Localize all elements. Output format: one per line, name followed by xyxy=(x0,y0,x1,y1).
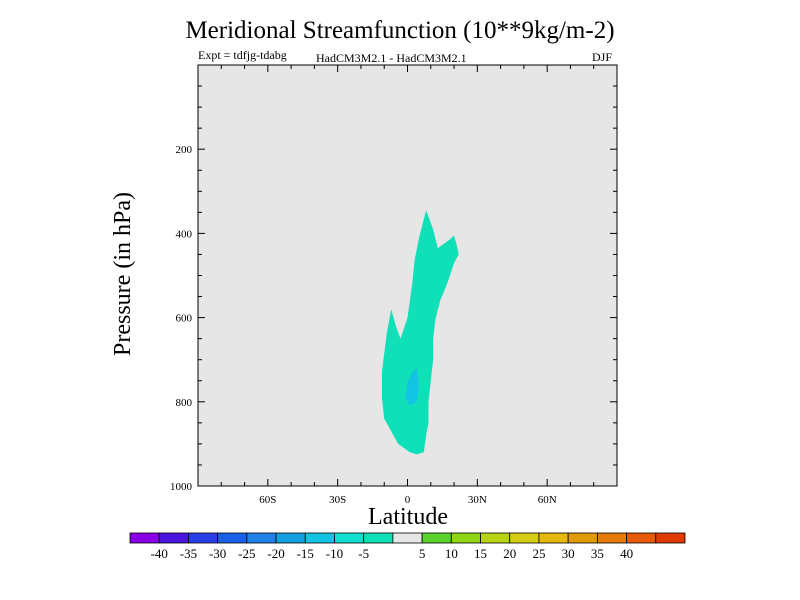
colorbar-label: 20 xyxy=(503,546,516,561)
colorbar-box xyxy=(392,532,423,544)
colorbar-label: -20 xyxy=(267,546,284,561)
x-tick-label: 60S xyxy=(259,494,276,506)
colorbar-label: -35 xyxy=(180,546,197,561)
colorbar-box xyxy=(626,532,657,544)
colorbar-box xyxy=(655,532,686,544)
contour-region-2 xyxy=(405,368,420,406)
colorbar-box xyxy=(480,532,511,544)
y-tick-label: 600 xyxy=(176,313,193,325)
season-label: DJF xyxy=(592,50,613,64)
colorbar-label: -10 xyxy=(326,546,343,561)
colorbar-label: -40 xyxy=(151,546,168,561)
colorbar-box xyxy=(275,532,306,544)
colorbar-box xyxy=(421,532,452,544)
colorbar-box xyxy=(567,532,598,544)
colorbar-box xyxy=(538,532,569,544)
colorbar-label: 25 xyxy=(532,546,545,561)
chart-title: Meridional Streamfunction (10**9kg/m-2) xyxy=(185,17,615,44)
contour-region-1 xyxy=(381,210,459,455)
colorbar-box xyxy=(129,532,160,544)
x-tick-label: 30N xyxy=(468,494,487,506)
colorbar-box xyxy=(158,532,189,544)
y-tick-label: 400 xyxy=(176,228,193,240)
colorbar-label: -5 xyxy=(358,546,369,561)
x-tick-label: 0 xyxy=(405,494,411,506)
colorbar-label: 40 xyxy=(620,546,633,561)
experiment-label: Expt = tdfjg-tdabg xyxy=(198,48,287,62)
colorbar-label: 10 xyxy=(445,546,458,561)
colorbar-box xyxy=(363,532,394,544)
colorbar-label: -15 xyxy=(297,546,314,561)
colorbar-label: 30 xyxy=(562,546,575,561)
colorbar-label: 15 xyxy=(474,546,487,561)
colorbar-label: -30 xyxy=(209,546,226,561)
colorbar-label: 35 xyxy=(591,546,604,561)
x-tick-label: 60N xyxy=(538,494,557,506)
models-label: HadCM3M2.1 - HadCM3M2.1 xyxy=(316,51,467,65)
colorbar-box xyxy=(304,532,335,544)
colorbar-label: 5 xyxy=(419,546,426,561)
x-axis-label: Latitude xyxy=(368,504,448,530)
x-tick-label: 30S xyxy=(329,494,346,506)
y-tick-label: 1000 xyxy=(170,481,193,493)
colorbar-box xyxy=(509,532,540,544)
y-tick-label: 200 xyxy=(176,144,193,156)
colorbar-box xyxy=(188,532,219,544)
colorbar-label: -25 xyxy=(238,546,255,561)
colorbar-box xyxy=(450,532,481,544)
y-tick-label: 800 xyxy=(176,397,193,409)
colorbar-box xyxy=(334,532,365,544)
colorbar-box xyxy=(246,532,277,544)
colorbar-box xyxy=(596,532,627,544)
colorbar-box xyxy=(217,532,248,544)
